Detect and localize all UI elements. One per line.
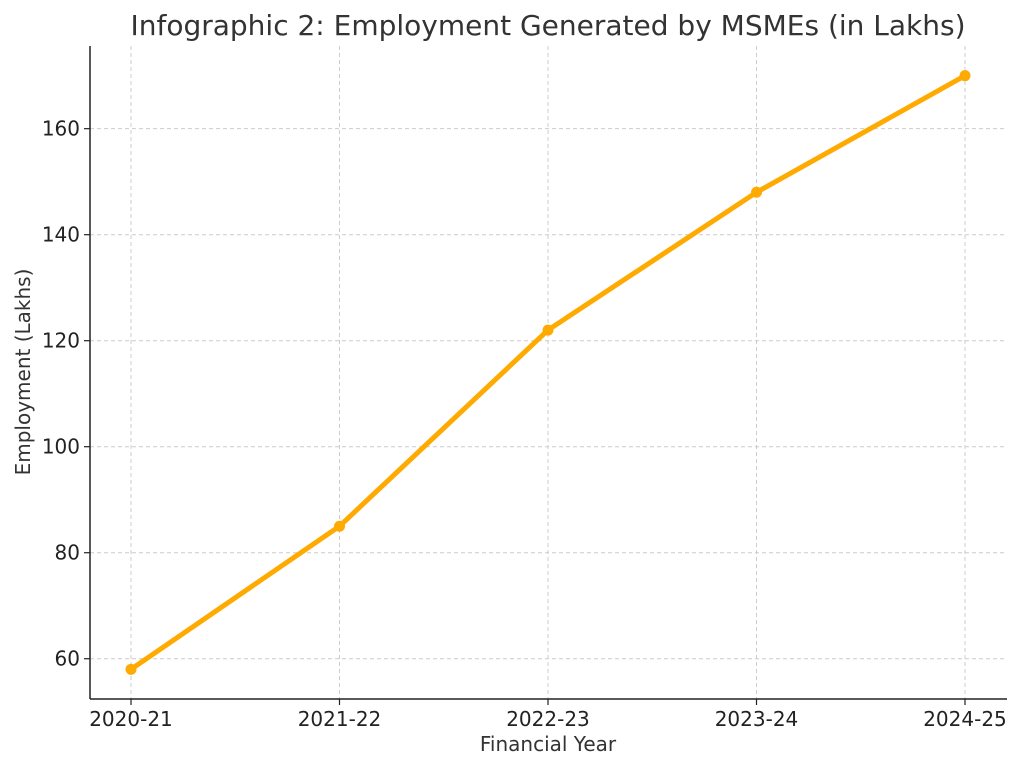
data-point (959, 70, 971, 82)
y-tick-label: 140 (42, 223, 80, 247)
x-tick-label: 2022-23 (506, 707, 590, 731)
x-tick-label: 2021-22 (298, 707, 382, 731)
x-tick-label: 2020-21 (89, 707, 173, 731)
y-tick-label: 80 (55, 541, 80, 565)
data-point (542, 324, 554, 336)
x-axis-label: Financial Year (480, 732, 617, 756)
x-tick-label: 2023-24 (715, 707, 799, 731)
y-tick-label: 120 (42, 329, 80, 353)
y-tick-label: 160 (42, 117, 80, 141)
data-point (125, 663, 137, 675)
data-point (334, 520, 345, 532)
x-tick-label: 2024-25 (923, 707, 1007, 731)
grid (90, 46, 1007, 699)
y-tick-label: 100 (42, 435, 80, 459)
ticks: 60 80 100 120 140 160 2020-21 2021-22 2022-23 202… (42, 117, 1007, 731)
chart-title: Infographic 2: Employment Generated by M… (130, 9, 965, 42)
y-tick-label: 60 (55, 647, 80, 671)
y-axis-label: Employment (Lakhs) (11, 269, 35, 476)
data-point (751, 186, 762, 198)
series-layer (125, 70, 971, 675)
